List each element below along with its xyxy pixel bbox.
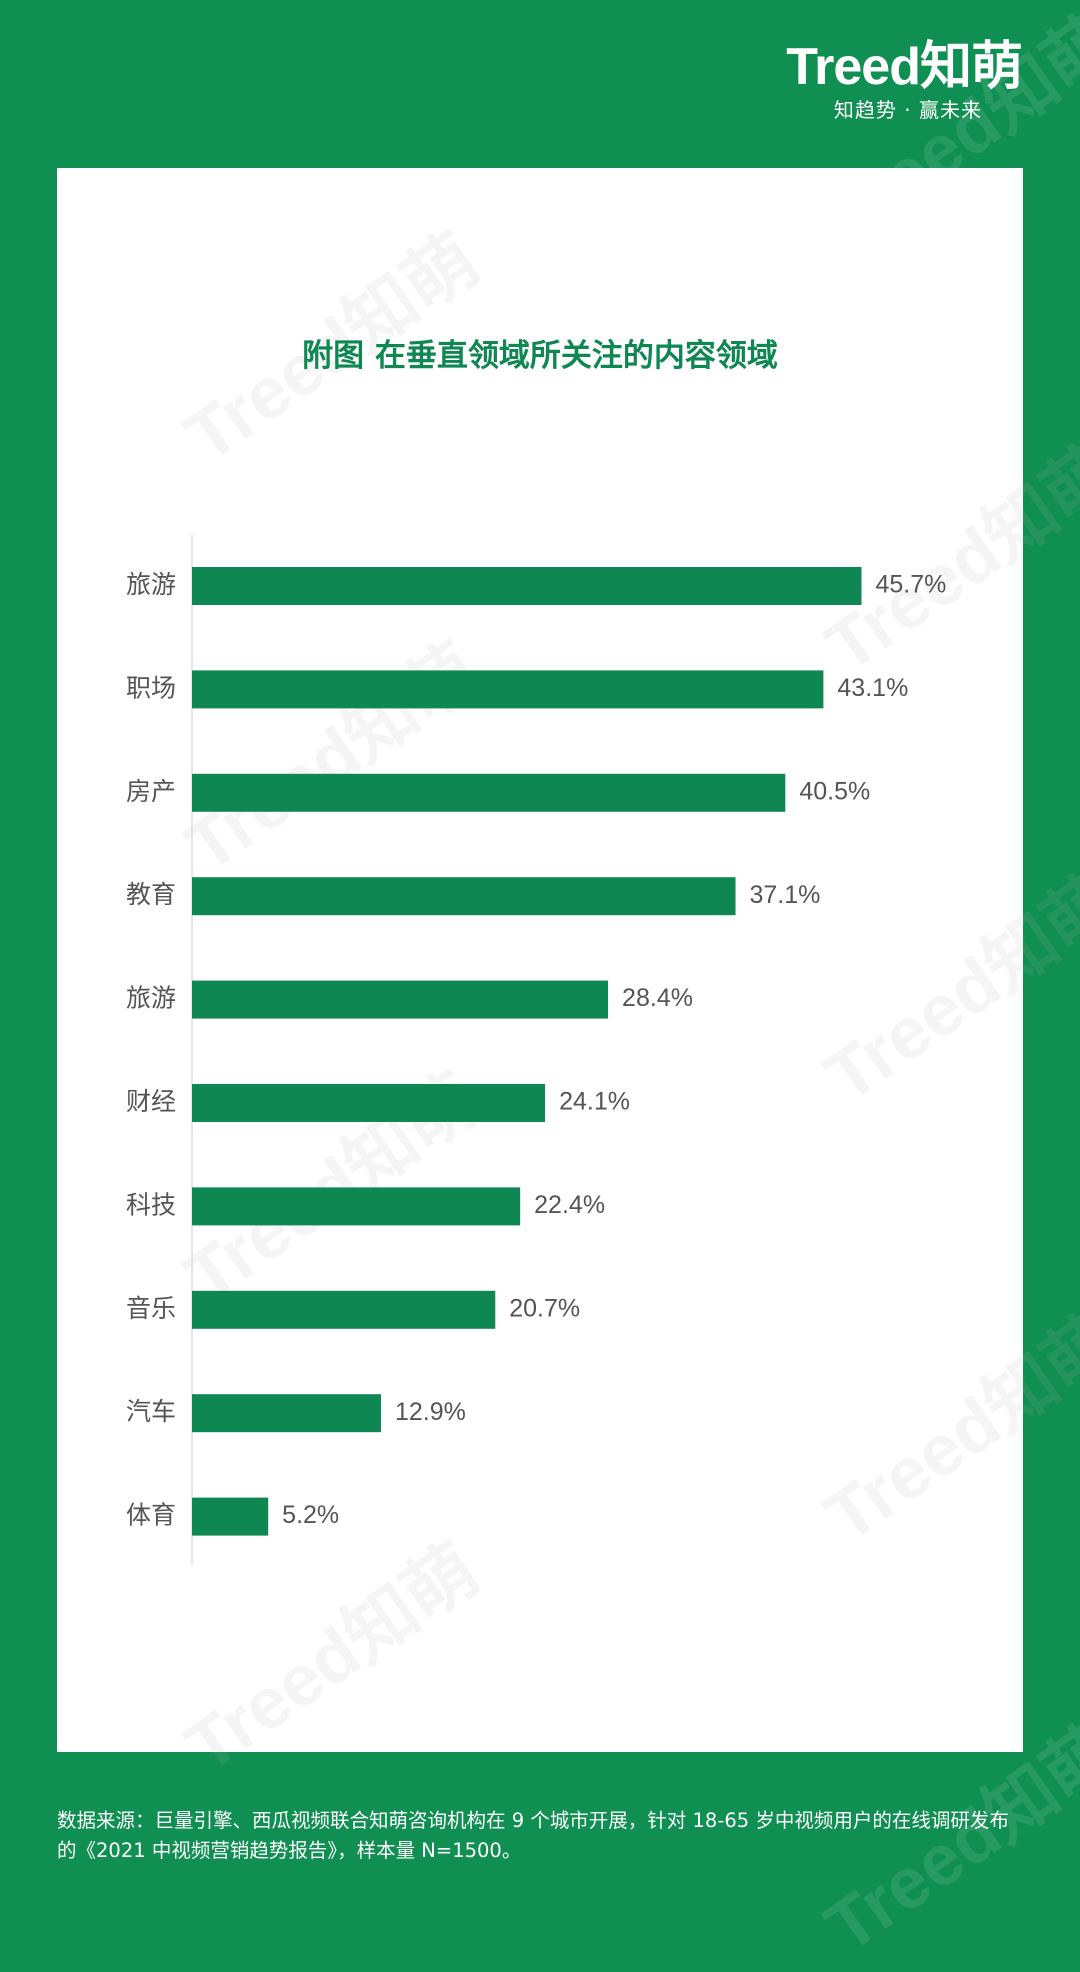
category-label: 音乐 bbox=[126, 1294, 176, 1323]
value-label: 5.2% bbox=[282, 1501, 339, 1529]
bar bbox=[192, 773, 786, 812]
value-label: 37.1% bbox=[750, 881, 821, 909]
category-label: 体育 bbox=[126, 1501, 176, 1530]
value-label: 43.1% bbox=[837, 674, 908, 702]
bar bbox=[192, 1394, 381, 1433]
bar bbox=[192, 1290, 496, 1329]
value-label: 40.5% bbox=[799, 777, 870, 805]
category-label: 旅游 bbox=[126, 570, 176, 599]
bar bbox=[192, 1497, 269, 1536]
bar bbox=[192, 1084, 546, 1122]
category-label: 教育 bbox=[126, 880, 176, 909]
bar bbox=[192, 980, 609, 1019]
category-label: 房产 bbox=[126, 777, 176, 806]
value-label: 20.7% bbox=[509, 1294, 580, 1322]
chart-title: 附图 在垂直领域所关注的内容领域 bbox=[302, 338, 778, 374]
bar-chart: 旅游 45.7% 职场 43.1% 房产 40.5% 教育 37.1% 旅游 28.4% 财经 24.… bbox=[126, 535, 946, 1565]
value-label: 28.4% bbox=[622, 984, 693, 1012]
bar bbox=[192, 877, 736, 916]
brand-slogan: 知趋势 · 赢未来 bbox=[833, 98, 982, 122]
category-label: 科技 bbox=[126, 1190, 176, 1219]
value-label: 22.4% bbox=[534, 1191, 605, 1219]
category-label: 财经 bbox=[126, 1087, 176, 1116]
chart-card bbox=[57, 168, 1023, 1752]
category-label: 汽车 bbox=[126, 1397, 176, 1426]
brand-logo-block: Treed知萌 知趋势 · 赢未来 bbox=[782, 38, 1023, 124]
category-label: 职场 bbox=[126, 673, 176, 702]
bar bbox=[192, 567, 862, 605]
value-label: 45.7% bbox=[876, 571, 947, 599]
value-label: 24.1% bbox=[559, 1088, 630, 1116]
bars-layer: 旅游 45.7% 职场 43.1% 房产 40.5% 教育 37.1% 旅游 28.4% 财经 24.… bbox=[126, 567, 946, 1536]
brand-logo: Treed知萌 bbox=[786, 38, 1023, 96]
bar bbox=[192, 1187, 521, 1226]
bar bbox=[192, 670, 824, 709]
value-label: 12.9% bbox=[395, 1398, 466, 1426]
source-note: 数据来源：巨量引擎、西瓜视频联合知萌咨询机构在 9 个城市开展，针对 18-65… bbox=[57, 1809, 1009, 1862]
category-label: 旅游 bbox=[126, 984, 176, 1013]
